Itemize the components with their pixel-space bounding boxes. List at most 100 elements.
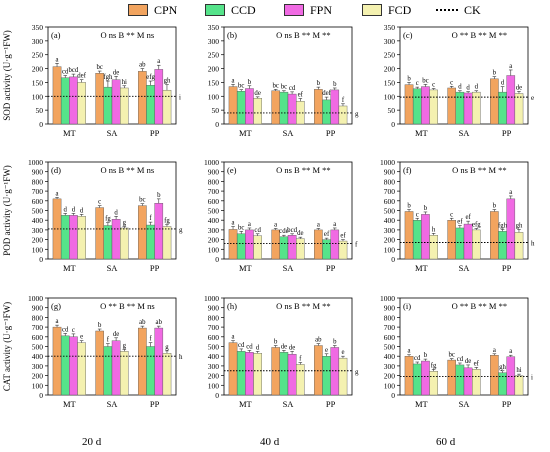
legend-label-ccd: CCD — [231, 2, 256, 17]
y-tick-label: 200 — [208, 236, 220, 245]
bar-fpn — [330, 347, 340, 396]
legend-label-fcd: FCD — [388, 2, 412, 17]
significance-letter: def — [77, 73, 86, 80]
bar-fpn — [111, 79, 121, 125]
y-tick-label: 600 — [384, 333, 396, 342]
y-tick-label: 400 — [208, 352, 220, 361]
bar-ccd — [322, 356, 331, 396]
significance-letter: ef — [298, 92, 304, 99]
y-tick-label: 0 — [39, 391, 43, 400]
panel-tag: (b) — [227, 30, 237, 40]
bar-cpn — [490, 355, 499, 396]
ck-letter: h — [531, 240, 535, 248]
ck-letter: i — [531, 374, 533, 382]
bar-ccd — [60, 215, 70, 260]
x-tick-label: SA — [107, 128, 119, 138]
significance-letter: b — [274, 339, 278, 346]
y-tick-label: 700 — [32, 323, 44, 332]
significance-letter: a — [157, 58, 160, 65]
significance-letter: cd — [246, 343, 253, 350]
y-tick-label: 0 — [39, 255, 43, 264]
y-tick-label: 200 — [384, 236, 396, 245]
legend-item-cpn: CPN — [128, 3, 177, 17]
bar-fpn — [154, 203, 164, 260]
panel-stats: O ns B ** M ** — [276, 30, 331, 40]
significance-letter: ab — [156, 319, 163, 326]
x-tick-label: SA — [283, 263, 295, 273]
panel-stats: O ** B ** M ns — [100, 301, 155, 311]
x-tick-label: PP — [502, 128, 512, 138]
y-tick-label: 500 — [32, 343, 44, 352]
bar-ccd — [103, 86, 113, 125]
bar-cpn — [490, 211, 499, 260]
bar-ccd — [103, 225, 113, 260]
y-tick-label: 300 — [208, 362, 220, 371]
bar-fpn — [463, 367, 473, 396]
y-tick-label: 200 — [32, 65, 44, 74]
x-tick-label: PP — [150, 128, 160, 138]
x-tick-label: PP — [326, 128, 336, 138]
y-tick-label: 150 — [32, 78, 44, 87]
bar-ccd — [236, 91, 246, 125]
bar-fcd — [162, 89, 172, 125]
x-tick-label: SA — [459, 128, 471, 138]
bar-cpn — [52, 66, 62, 125]
y-tick-label: 0 — [391, 255, 395, 264]
significance-letter: efg — [146, 74, 155, 81]
y-tick-label: 800 — [208, 313, 220, 322]
legend-item-ccd: CCD — [205, 3, 256, 17]
bar-fcd — [296, 364, 305, 396]
bar-cpn — [52, 326, 62, 396]
bar-fpn — [69, 336, 78, 396]
ck-letter: g — [355, 110, 359, 118]
significance-letter: f — [107, 337, 110, 344]
bar-fcd — [77, 82, 86, 125]
significance-letter: de — [465, 358, 471, 365]
panel-stats: O ** B ** M ** — [452, 301, 508, 311]
bar-ccd — [60, 335, 70, 396]
bar-ccd — [322, 239, 331, 260]
bar-ccd — [60, 77, 70, 125]
x-tick-label: SA — [283, 128, 295, 138]
y-tick-label: 1000 — [28, 158, 43, 167]
significance-letter: c — [432, 82, 435, 89]
bar-fpn — [506, 75, 516, 125]
panel-tag: (g) — [51, 301, 61, 311]
significance-letter: ef — [474, 360, 480, 367]
y-tick-label: 150 — [384, 78, 396, 87]
legend-swatch-fcd — [362, 4, 382, 16]
bar-ccd — [279, 91, 289, 125]
significance-letter: a — [232, 220, 235, 227]
bar-cpn — [314, 229, 323, 260]
panel-tag: (c) — [403, 30, 413, 40]
y-tick-label: 150 — [208, 78, 220, 87]
legend-line-ck — [436, 9, 458, 11]
bar-fcd — [429, 371, 438, 396]
y-tick-label: 200 — [384, 65, 396, 74]
y-tick-label: 100 — [384, 92, 396, 101]
bar-fpn — [245, 352, 254, 396]
y-tick-label: 700 — [208, 187, 220, 196]
significance-letter: gh — [164, 78, 171, 85]
panel-stats: O ns B ** M ns — [101, 30, 155, 40]
significance-letter: f — [149, 336, 152, 343]
bar-cpn — [447, 219, 457, 260]
column-label-40d: 40 d — [260, 436, 280, 448]
bar-cpn — [447, 87, 457, 125]
y-tick-label: 300 — [208, 226, 220, 235]
bar-fpn — [154, 327, 164, 396]
significance-letter: de — [289, 344, 295, 351]
significance-letter: d — [466, 85, 470, 92]
y-tick-label: 350 — [208, 23, 220, 32]
significance-letter: a — [333, 221, 336, 228]
bar-fcd — [296, 238, 305, 260]
x-tick-label: MT — [239, 128, 253, 138]
y-tick-label: 250 — [208, 51, 220, 60]
y-tick-label: 700 — [208, 323, 220, 332]
significance-letter: hi — [516, 367, 521, 374]
bar-ccd — [322, 99, 331, 125]
bar-ccd — [146, 346, 155, 396]
significance-letter: d — [458, 84, 462, 91]
significance-letter: b — [407, 203, 411, 210]
